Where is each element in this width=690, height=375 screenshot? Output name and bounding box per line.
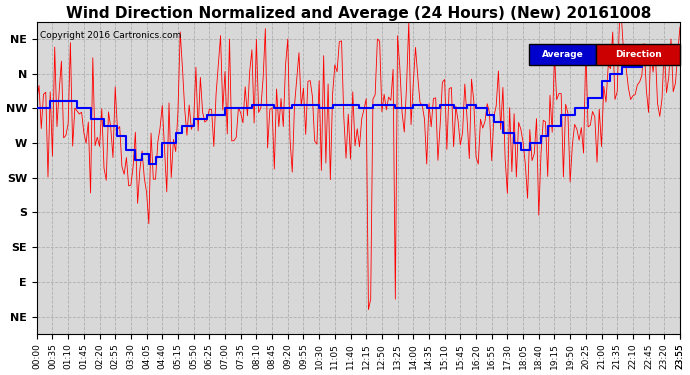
Title: Wind Direction Normalized and Average (24 Hours) (New) 20161008: Wind Direction Normalized and Average (2… <box>66 6 651 21</box>
Text: Copyright 2016 Cartronics.com: Copyright 2016 Cartronics.com <box>40 31 181 40</box>
FancyBboxPatch shape <box>596 44 680 65</box>
Text: Direction: Direction <box>615 50 662 59</box>
Text: Average: Average <box>542 50 584 59</box>
FancyBboxPatch shape <box>529 44 596 65</box>
